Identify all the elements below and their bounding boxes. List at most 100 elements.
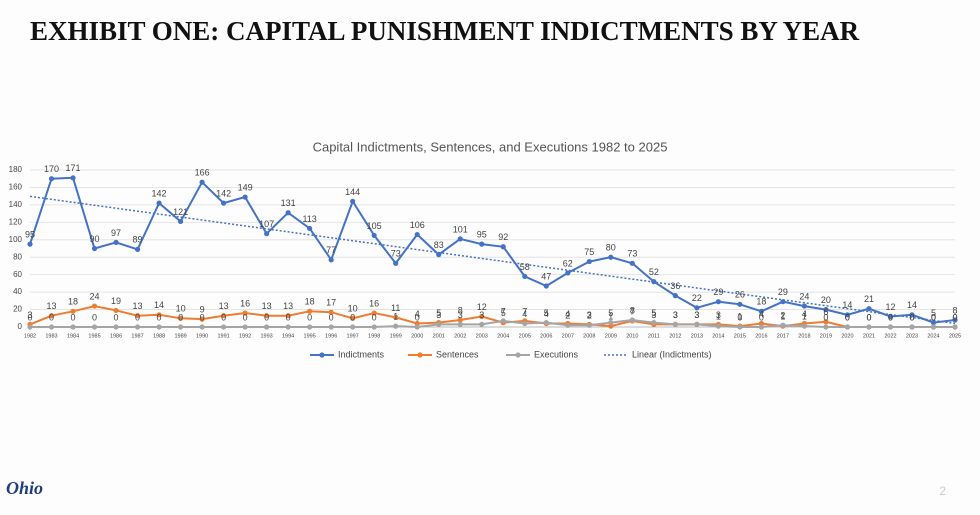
- data-label: 5: [501, 308, 506, 318]
- data-point: [199, 179, 205, 185]
- legend-label: Sentences: [436, 349, 479, 359]
- x-tick-label: 2017: [777, 333, 789, 339]
- x-tick-label: 2024: [927, 333, 939, 339]
- data-point: [586, 258, 592, 265]
- data-label: 0: [178, 312, 183, 322]
- data-point: [608, 254, 614, 260]
- data-point: [113, 239, 119, 245]
- data-label: 3: [673, 310, 678, 320]
- data-point: [457, 317, 463, 323]
- data-label: 16: [369, 298, 379, 308]
- data-point: [436, 321, 442, 327]
- data-point: [565, 322, 571, 328]
- y-tick-label: 180: [9, 165, 23, 174]
- data-label: 5: [651, 308, 656, 318]
- x-tick-label: 1987: [131, 333, 143, 339]
- data-point: [48, 176, 55, 182]
- data-point: [866, 324, 872, 330]
- data-point: [543, 283, 549, 289]
- data-point: [221, 313, 227, 319]
- data-point: [177, 218, 184, 225]
- data-label: 16: [240, 298, 250, 308]
- data-point: [113, 307, 119, 314]
- x-tick-label: 2025: [949, 333, 961, 339]
- data-label: 77: [326, 245, 336, 255]
- x-tick-label: 2021: [863, 333, 875, 339]
- data-label: 8: [458, 305, 463, 315]
- x-tick-label: 1993: [261, 333, 273, 339]
- data-label: 5: [931, 308, 936, 318]
- data-label: 0: [952, 312, 957, 322]
- data-label: 0: [737, 312, 742, 322]
- data-label: 0: [350, 312, 355, 322]
- data-label: 29: [713, 287, 723, 297]
- data-label: 2: [587, 311, 592, 321]
- data-label: 1: [802, 312, 807, 322]
- x-tick-label: 2006: [540, 333, 552, 339]
- data-label: 0: [372, 312, 377, 322]
- data-point: [134, 246, 141, 252]
- x-tick-label: 1989: [174, 333, 186, 339]
- data-point: [27, 324, 33, 330]
- x-tick-label: 2001: [433, 333, 445, 339]
- x-tick-label: 2003: [476, 333, 488, 339]
- data-label: 142: [216, 189, 231, 199]
- data-label: 4: [415, 309, 420, 319]
- data-label: 0: [952, 312, 957, 322]
- data-point: [500, 244, 506, 250]
- data-point: [307, 324, 313, 330]
- data-point: [500, 318, 506, 324]
- data-label: 8: [630, 305, 635, 315]
- y-tick-label: 120: [9, 217, 23, 226]
- data-label: 80: [606, 243, 616, 253]
- x-tick-label: 2013: [691, 333, 703, 339]
- data-point: [414, 324, 420, 330]
- data-label: 1: [780, 312, 785, 322]
- data-label: 52: [649, 267, 659, 277]
- data-label: 13: [262, 301, 272, 311]
- data-point: [909, 324, 915, 330]
- data-label: 21: [864, 294, 874, 304]
- x-tick-label: 1988: [153, 333, 165, 339]
- data-point: [694, 305, 700, 311]
- data-label: 13: [47, 301, 57, 311]
- data-label: 0: [307, 312, 312, 322]
- data-point: [350, 324, 356, 330]
- data-label: 0: [888, 312, 893, 322]
- y-tick-label: 60: [13, 270, 22, 279]
- data-label: 0: [329, 312, 334, 322]
- data-label: 95: [25, 230, 35, 240]
- data-point: [651, 320, 657, 326]
- data-label: 75: [584, 247, 594, 257]
- x-tick-label: 2008: [583, 333, 595, 339]
- data-point: [350, 315, 356, 321]
- data-point: [307, 308, 313, 314]
- data-label: 106: [410, 220, 425, 230]
- data-label: 7: [630, 306, 635, 316]
- x-tick-label: 2023: [906, 333, 918, 339]
- data-point: [522, 273, 528, 280]
- x-tick-label: 2009: [605, 333, 617, 339]
- x-tick-label: 1997: [347, 333, 359, 339]
- legend-label: Executions: [534, 349, 579, 359]
- series-line: [29, 176, 956, 324]
- x-tick-label: 2002: [454, 333, 466, 339]
- data-point: [371, 232, 377, 239]
- data-label: 0: [866, 312, 871, 322]
- data-point: [930, 324, 937, 330]
- data-point: [629, 317, 635, 323]
- data-label: 83: [434, 240, 444, 250]
- legend-label: Indictments: [338, 349, 385, 359]
- data-point: [887, 313, 894, 320]
- data-point: [737, 301, 743, 307]
- chart-title: Capital Indictments, Sentences, and Exec…: [313, 139, 668, 154]
- x-tick-label: 2018: [798, 333, 810, 339]
- y-tick-label: 100: [9, 235, 23, 244]
- data-point: [371, 324, 377, 330]
- data-point: [457, 236, 463, 242]
- data-label: 3: [651, 310, 656, 320]
- data-label: 29: [778, 287, 788, 297]
- x-tick-label: 2012: [669, 333, 681, 339]
- series-line: [29, 305, 955, 328]
- data-label: 18: [305, 297, 315, 307]
